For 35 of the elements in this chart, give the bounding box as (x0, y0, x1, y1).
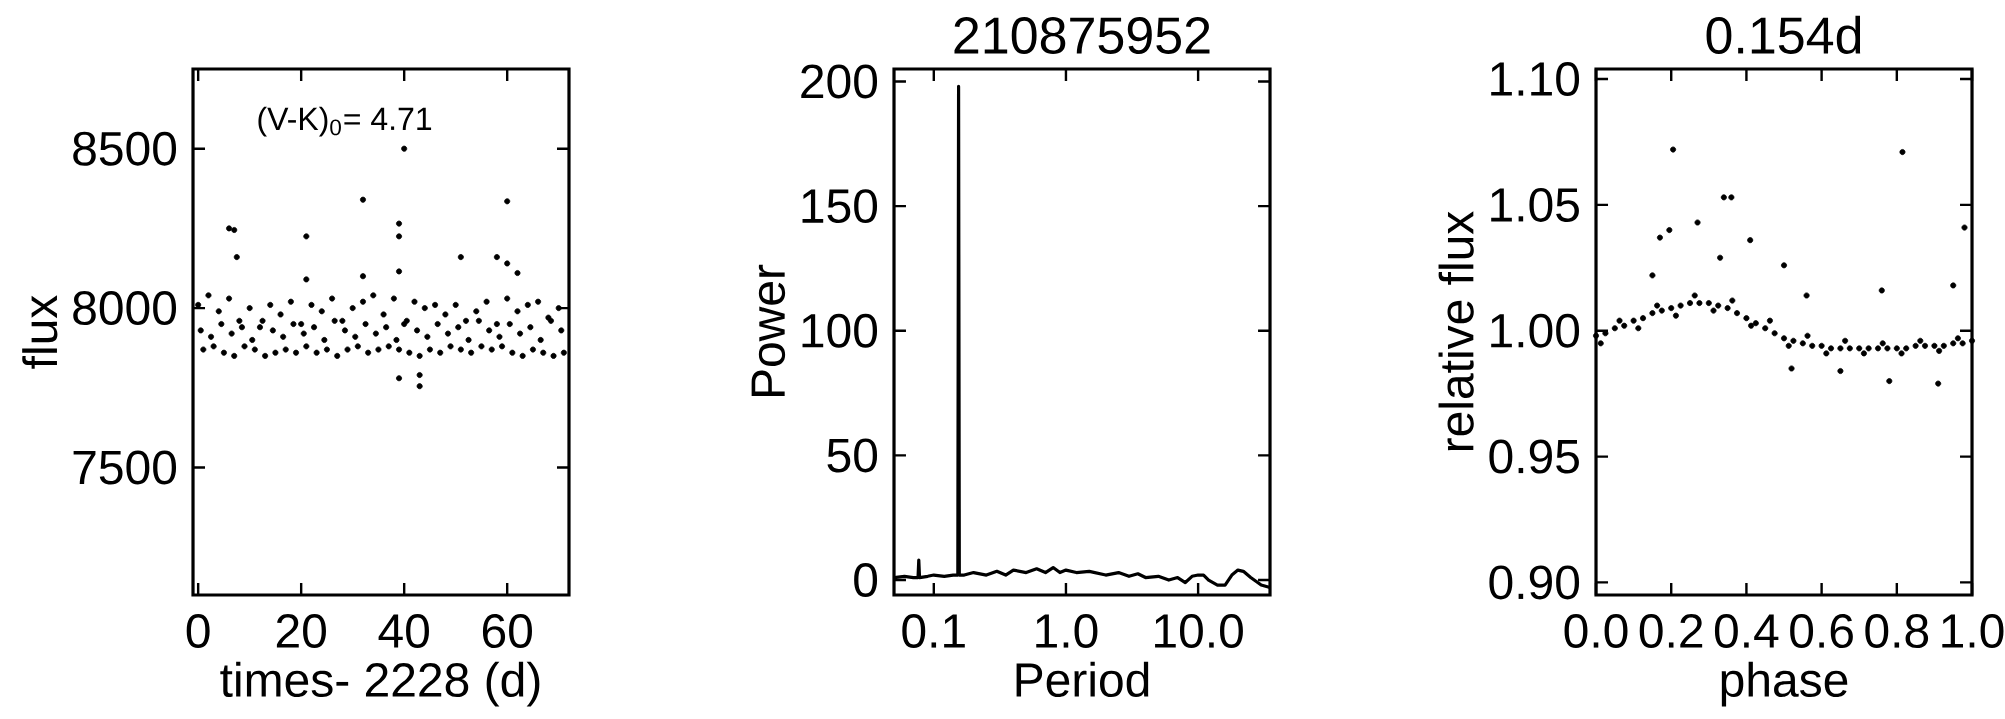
y-tick-label: 200 (801, 64, 878, 99)
annotation: (V-K)$_{0}$= 4.71 (258, 106, 432, 137)
x-tick-label: 1.0 (1036, 614, 1098, 649)
x-axis-title: Period (1016, 661, 1149, 698)
y-tick-label: 7500 (73, 450, 177, 485)
x-tick-label: 0.6 (1790, 614, 1853, 649)
y-tick-label: 1.05 (1491, 187, 1579, 222)
x-tick-label: 0.1 (902, 614, 965, 649)
x-tick-label: 60 (482, 614, 532, 649)
y-tick-label: 8000 (73, 291, 177, 326)
y-tick-label: 0 (854, 563, 878, 598)
x-tick-label: 0 (186, 614, 210, 649)
x-tick-label: 0.2 (1639, 614, 1703, 649)
y-axis-title: Power (751, 264, 786, 397)
y-tick-label: 1.00 (1491, 313, 1580, 348)
x-tick-label: 20 (276, 614, 326, 649)
x-tick-label: 40 (378, 614, 429, 649)
chart-title: 0.154d (1706, 15, 1861, 54)
y-tick-label: 1.10 (1491, 62, 1580, 97)
y-tick-label: 0.95 (1489, 439, 1579, 474)
y-axis-title: relative flux (1438, 211, 1474, 451)
x-tick-label: 10.0 (1155, 614, 1243, 649)
y-tick-label: 100 (802, 313, 878, 348)
y-tick-label: 0.90 (1489, 565, 1580, 600)
y-axis-title: flux (22, 295, 58, 369)
x-tick-label: 0.8 (1865, 614, 1929, 649)
x-tick-label: 0.4 (1714, 614, 1779, 649)
y-tick-label: 150 (802, 189, 878, 224)
y-tick-label: 50 (827, 438, 878, 473)
x-axis-title: times- 2228 (d) (220, 661, 540, 707)
y-tick-label: 8500 (73, 131, 177, 166)
chart-title: 210875952 (954, 17, 1210, 54)
x-tick-label: 1.0 (1942, 614, 2004, 649)
x-axis-title: phase (1721, 661, 1848, 707)
x-tick-label: 0.0 (1564, 614, 1628, 649)
